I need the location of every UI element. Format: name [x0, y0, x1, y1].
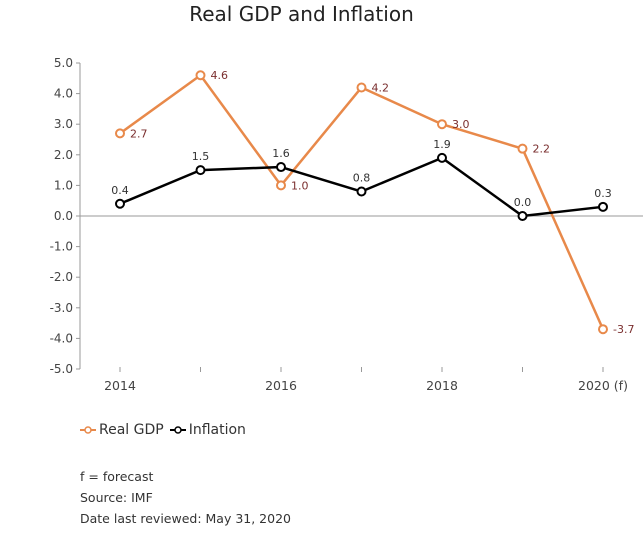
- data-label-real-gdp: 2.2: [533, 143, 551, 156]
- y-tick-label: -1.0: [50, 240, 73, 254]
- legend: Real GDP Inflation: [80, 422, 252, 438]
- data-label-inflation: 0.0: [514, 196, 532, 209]
- data-point-real-gdp: [598, 324, 608, 335]
- forecast-note: f = forecast: [80, 469, 154, 484]
- x-tick-label: 2020 (f): [578, 378, 628, 393]
- data-point-inflation: [115, 198, 125, 209]
- data-label-real-gdp: 1.0: [291, 179, 309, 192]
- data-label-inflation: 0.3: [594, 187, 612, 200]
- data-label-inflation: 0.4: [111, 184, 129, 197]
- data-point-real-gdp: [437, 119, 447, 130]
- data-point-inflation: [356, 186, 367, 197]
- y-tick-label: -5.0: [50, 362, 73, 376]
- data-label-real-gdp: 3.0: [452, 118, 470, 131]
- data-point-real-gdp: [195, 70, 206, 81]
- data-label-real-gdp: -3.7: [613, 323, 634, 336]
- legend-swatch-inflation: [169, 426, 186, 434]
- data-point-real-gdp: [276, 180, 286, 191]
- legend-label-inflation: Inflation: [188, 422, 246, 438]
- y-tick-label: 1.0: [54, 178, 73, 192]
- y-tick-label: 3.0: [54, 117, 73, 131]
- data-label-inflation: 0.8: [353, 172, 371, 185]
- data-label-real-gdp: 2.7: [130, 127, 148, 140]
- x-tick-label: 2016: [265, 378, 297, 393]
- data-point-inflation: [598, 201, 608, 212]
- y-tick-label: 5.0: [54, 56, 73, 70]
- line-chart: 5.0 4.0 3.0 2.0 1.0 0.0 -1.0 -2.0 -3.0 -4.0 -5.0 20…: [50, 56, 643, 393]
- y-tick-label: 4.0: [54, 87, 73, 101]
- data-point-inflation: [517, 211, 528, 221]
- data-label-real-gdp: 4.6: [211, 69, 229, 82]
- y-tick-label: 2.0: [54, 148, 73, 162]
- y-tick-label: -3.0: [50, 301, 73, 315]
- legend-item-real-gdp[interactable]: Real GDP: [80, 422, 164, 438]
- chart-title: Real GDP and Inflation: [189, 2, 414, 26]
- data-point-real-gdp: [115, 128, 125, 139]
- legend-swatch-real-gdp: [80, 426, 96, 434]
- y-tick-label: -4.0: [50, 331, 73, 345]
- data-label-inflation: 1.5: [192, 150, 210, 163]
- source-note: Source: IMF: [80, 490, 153, 505]
- data-point-real-gdp: [356, 82, 367, 93]
- data-label-inflation: 1.6: [272, 147, 290, 160]
- data-point-inflation: [276, 162, 286, 173]
- data-point-inflation: [195, 165, 206, 176]
- data-point-real-gdp: [517, 143, 528, 154]
- legend-item-inflation[interactable]: Inflation: [169, 422, 246, 438]
- chart-notes: f = forecast Source: IMF Date last revie…: [80, 466, 291, 529]
- data-label-inflation: 1.9: [433, 138, 451, 151]
- x-tick-label: 2018: [426, 378, 458, 393]
- data-label-real-gdp: 4.2: [372, 81, 390, 94]
- legend-label-real-gdp: Real GDP: [99, 422, 164, 438]
- y-tick-label: -2.0: [50, 270, 73, 284]
- x-tick-label: 2014: [104, 378, 136, 393]
- data-point-inflation: [437, 152, 447, 163]
- y-tick-label: 0.0: [54, 209, 73, 223]
- review-date-note: Date last reviewed: May 31, 2020: [80, 511, 291, 526]
